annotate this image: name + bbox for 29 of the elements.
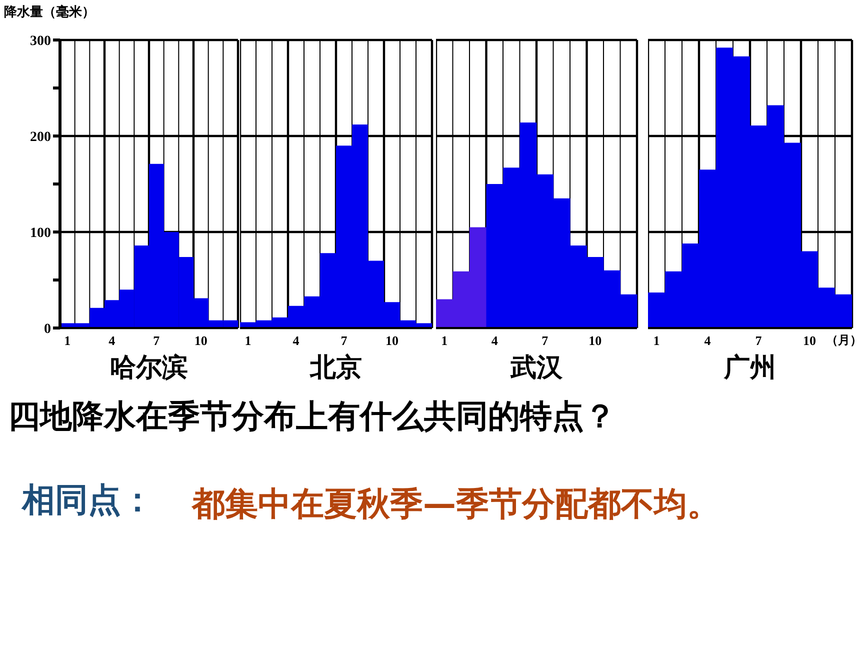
x-tick-label: 10 <box>194 333 208 348</box>
y-tick-label: 200 <box>30 130 51 145</box>
x-tick-label: 7 <box>755 333 762 348</box>
y-axis-title: 降水量（毫米） <box>4 4 95 21</box>
x-tick-label: 4 <box>704 333 712 348</box>
x-tick-label: 1 <box>244 333 252 348</box>
x-tick-label: 10 <box>386 333 398 348</box>
text: 相同点： <box>22 479 154 521</box>
text: 北京 <box>308 352 363 385</box>
y-tick-label: 100 <box>30 226 51 241</box>
x-tick-label: 1 <box>441 333 448 348</box>
text: 广州 <box>722 352 777 385</box>
x-tick-label: 10 <box>588 333 602 348</box>
x-axis-title: （月） <box>826 332 860 349</box>
x-tick-label: 4 <box>491 333 498 348</box>
y-tick-label: 0 <box>44 322 51 337</box>
text: 都集中在夏秋季—季节分配都不均。 <box>192 483 720 525</box>
x-tick-label: 1 <box>653 333 660 348</box>
x-tick-label: 7 <box>153 333 160 348</box>
x-tick-label: 10 <box>803 333 816 348</box>
x-tick-label: 1 <box>64 333 71 348</box>
x-tick-label: 7 <box>340 333 348 348</box>
y-tick-label: 300 <box>30 34 51 49</box>
text: 四地降水在季节分布上有什么共同的特点？ <box>8 396 616 437</box>
x-tick-label: 4 <box>292 333 300 348</box>
x-tick-label: 4 <box>108 333 116 348</box>
text: 武汉 <box>509 352 564 385</box>
x-tick-label: 7 <box>542 333 549 348</box>
text: 哈尔滨 <box>109 352 189 385</box>
